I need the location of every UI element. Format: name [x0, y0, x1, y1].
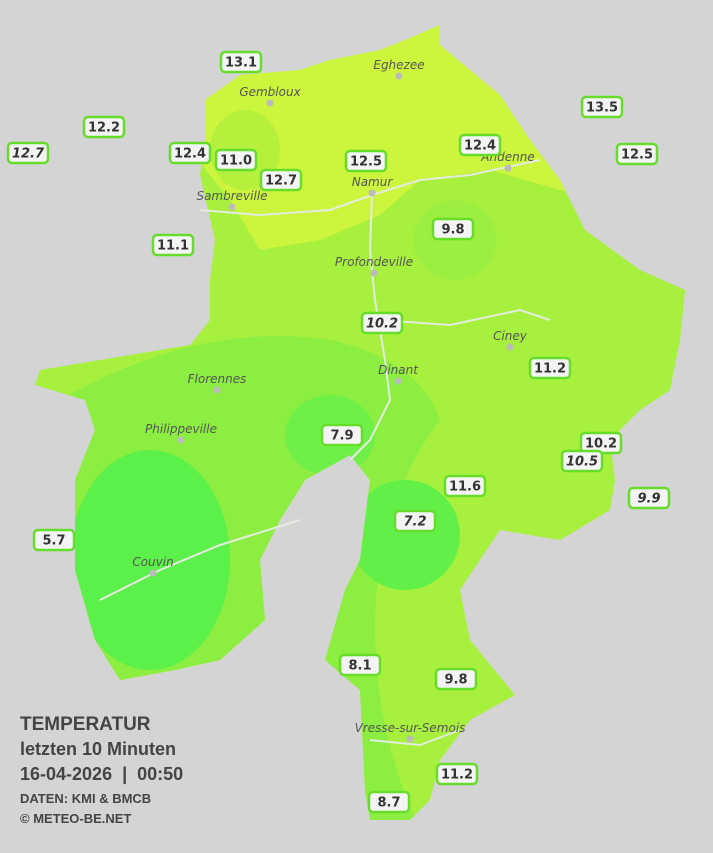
- city-label: Philippeville: [145, 422, 217, 436]
- station-value: 7.2: [403, 515, 426, 530]
- city-label: Vresse-sur-Semois: [355, 721, 466, 735]
- station-box: [615, 142, 659, 166]
- station-box: [627, 486, 671, 510]
- river: [369, 729, 461, 747]
- legend-source: DATEN: KMI & BMCB: [20, 791, 151, 806]
- river: [349, 194, 392, 461]
- station-box: [435, 762, 479, 786]
- station-box: [580, 95, 624, 119]
- station-value: 9.8: [444, 673, 467, 688]
- station-box: [367, 790, 411, 814]
- city-label: Eghezee: [373, 58, 424, 72]
- legend-timestamp: 16-04-2026 | 00:50: [20, 764, 183, 784]
- station-value: 11.6: [449, 480, 481, 495]
- station-value: 5.7: [42, 534, 65, 549]
- city-dot: [177, 436, 185, 444]
- city-label: Profondeville: [335, 255, 413, 269]
- station-box: [338, 653, 382, 677]
- river: [379, 308, 551, 327]
- station-box: [259, 168, 303, 192]
- city-dot: [228, 203, 236, 211]
- city-label: Dinant: [378, 363, 419, 377]
- zone-cold: [350, 480, 460, 590]
- station-value: 12.7: [265, 174, 297, 189]
- city-dot: [394, 377, 402, 385]
- station-box: [82, 115, 126, 139]
- station-box: [443, 474, 487, 498]
- zone-cold: [70, 450, 230, 670]
- station-value: 11.1: [157, 239, 189, 254]
- station-value: 7.9: [330, 429, 353, 444]
- station-value: 13.5: [586, 101, 618, 116]
- station-value: 10.2: [585, 437, 617, 452]
- station-value: 8.1: [348, 659, 371, 674]
- city-label: Sambreville: [196, 189, 267, 203]
- legend: TEMPERATUR letzten 10 Minuten 16-04-2026…: [20, 714, 183, 826]
- station-box: [458, 133, 502, 157]
- station-value: 12.5: [350, 155, 382, 170]
- station-box: [344, 149, 388, 173]
- city-label: Ciney: [493, 329, 528, 343]
- station-box: [219, 50, 263, 74]
- station-value: 11.2: [441, 768, 473, 783]
- city-dot: [149, 569, 157, 577]
- legend-period: letzten 10 Minuten: [20, 739, 176, 759]
- station-value: 13.1: [225, 56, 257, 71]
- station-value: 9.8: [441, 223, 464, 238]
- station-box: [151, 233, 195, 257]
- station-value: 10.2: [366, 317, 398, 332]
- city-dot: [395, 72, 403, 80]
- cities: EghezeeGemblouxAndenneNamurSambrevillePr…: [132, 58, 535, 743]
- station-value: 8.7: [377, 796, 400, 811]
- city-dot: [213, 386, 221, 394]
- station-box: [528, 356, 572, 380]
- city-dot: [266, 99, 274, 107]
- station-box: [168, 141, 212, 165]
- legend-title: TEMPERATUR: [20, 714, 151, 735]
- station-value: 12.7: [12, 147, 45, 162]
- city-dot: [406, 735, 414, 743]
- legend-copyright: © METEO-BE.NET: [20, 811, 131, 826]
- station-value: 12.4: [174, 147, 206, 162]
- station-value: 12.5: [621, 148, 653, 163]
- station-value: 10.5: [566, 455, 598, 470]
- station-box: [32, 528, 76, 552]
- city-label: Florennes: [188, 372, 247, 386]
- station-box: [6, 141, 50, 165]
- city-dot: [504, 164, 512, 172]
- station-box: [214, 148, 258, 172]
- station-box: [320, 423, 364, 447]
- city-label: Gembloux: [239, 85, 301, 99]
- station-box: [560, 449, 604, 473]
- station-box: [431, 217, 475, 241]
- stations: 13.1 12.2 12.7 12.4 11.0 12.7 12.5 12.4 13.5 12.5…: [6, 50, 671, 814]
- city-label: Namur: [352, 175, 394, 189]
- city-dot: [368, 189, 376, 197]
- station-value: 11.2: [534, 362, 566, 377]
- station-box: [434, 667, 478, 691]
- station-value: 12.4: [464, 139, 496, 154]
- station-box: [393, 509, 437, 533]
- city-label: Couvin: [132, 555, 173, 569]
- station-value: 12.2: [88, 121, 120, 136]
- station-value: 9.9: [637, 492, 660, 507]
- station-value: 11.0: [220, 154, 252, 169]
- river: [99, 519, 301, 601]
- station-box: [360, 311, 404, 335]
- city-dot: [370, 269, 378, 277]
- city-dot: [506, 343, 514, 351]
